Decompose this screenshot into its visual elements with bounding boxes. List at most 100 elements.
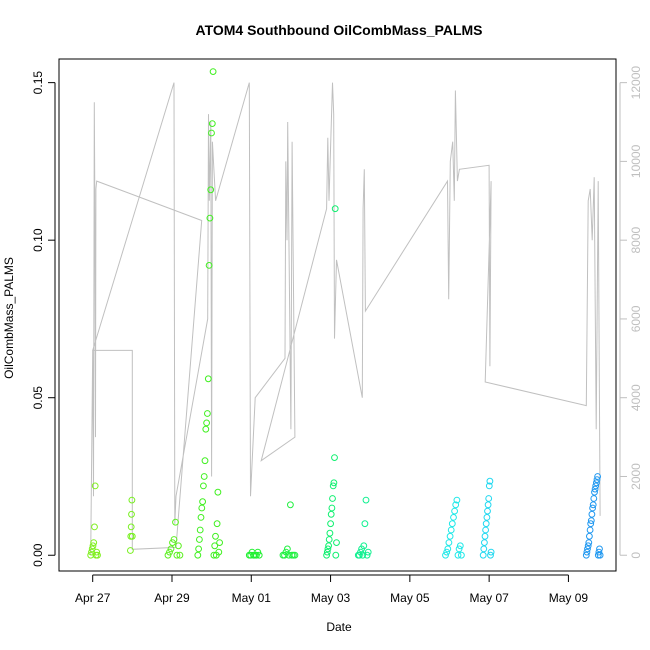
data-point (587, 517, 595, 524)
data-point (255, 551, 263, 559)
secondary-y-axis: 0 2000 4000 6000 8000 10000 12000 (619, 66, 643, 559)
data-point (169, 539, 176, 546)
data-point (331, 205, 339, 213)
y2-tick-label: 8000 (629, 226, 643, 253)
y2-tick-label: 12000 (629, 66, 643, 100)
y2-tick-label: 10000 (629, 144, 643, 178)
data-point (172, 518, 179, 526)
data-point (324, 545, 332, 553)
x-axis-label: Date (326, 620, 352, 634)
data-point (202, 425, 210, 433)
chart-title: ATOM4 Southbound OilCombMass_PALMS (196, 22, 483, 38)
data-point (480, 545, 488, 553)
data-point (329, 482, 337, 490)
data-point (325, 542, 333, 550)
data-point (458, 551, 465, 559)
altitude-line-layer (90, 82, 601, 556)
data-point (201, 457, 209, 465)
data-point (445, 539, 453, 546)
data-point (91, 482, 99, 490)
data-point (204, 375, 212, 383)
data-point (482, 526, 490, 534)
data-point (587, 520, 595, 528)
data-point (485, 482, 493, 490)
data-point (175, 542, 182, 550)
data-point (330, 479, 338, 487)
data-point (596, 545, 603, 553)
data-point (254, 548, 262, 556)
data-point (323, 551, 331, 559)
data-point (450, 514, 457, 521)
data-point (363, 551, 371, 559)
data-point (586, 526, 594, 534)
data-point (456, 542, 464, 550)
x-tick-label: May 05 (390, 591, 430, 605)
data-point (209, 68, 217, 75)
data-point (197, 514, 205, 521)
data-point (361, 520, 369, 528)
data-point (204, 410, 211, 417)
data-point (208, 120, 216, 127)
data-point (211, 542, 219, 550)
data-point (447, 526, 455, 534)
data-point (583, 548, 591, 556)
data-point (200, 473, 208, 480)
y2-tick-label: 2000 (629, 463, 643, 490)
data-point (592, 482, 600, 490)
y2-tick-label: 6000 (629, 305, 643, 332)
data-point (584, 545, 591, 553)
data-point (89, 542, 97, 550)
data-point (128, 496, 136, 504)
data-point (451, 507, 459, 515)
data-point (443, 548, 451, 556)
data-point (591, 488, 598, 496)
data-point (485, 495, 493, 502)
data-point (166, 548, 173, 556)
data-point (126, 547, 134, 554)
data-point (90, 539, 98, 546)
data-point (487, 548, 495, 556)
data-point (593, 476, 601, 484)
data-point (362, 496, 370, 504)
data-point (325, 536, 333, 543)
y2-tick-label: 0 (629, 552, 643, 559)
data-point (203, 419, 211, 427)
data-point (481, 539, 488, 546)
x-tick-label: Apr 27 (75, 591, 111, 605)
data-point (91, 523, 98, 531)
data-point (281, 551, 288, 559)
data-point (483, 514, 491, 521)
data-point (590, 495, 598, 502)
data-point (444, 545, 452, 553)
data-point (591, 485, 599, 493)
data-point (206, 214, 214, 222)
data-point (364, 548, 372, 556)
data-point (291, 551, 299, 559)
data-point (195, 545, 203, 553)
data-point (326, 529, 334, 537)
y2-tick-label: 4000 (629, 384, 643, 411)
data-point (167, 545, 175, 553)
data-point (327, 520, 335, 528)
plot-frame (58, 58, 617, 572)
data-point (594, 473, 601, 480)
data-point (128, 510, 135, 518)
y-tick-label: 0.10 (31, 228, 45, 252)
y-axis-label: OilCombMass_PALMS (2, 257, 16, 379)
data-point (212, 532, 219, 540)
data-point (214, 488, 222, 496)
data-point (88, 548, 95, 556)
data-point (333, 539, 340, 546)
data-point (484, 501, 492, 509)
data-point (216, 539, 224, 546)
data-point (176, 551, 184, 559)
data-point (327, 510, 335, 518)
data-point (196, 536, 203, 543)
data-point (284, 545, 291, 553)
data-point (593, 479, 600, 487)
data-point (205, 262, 213, 269)
data-point (323, 548, 331, 556)
data-point (88, 545, 96, 553)
data-point (287, 501, 294, 509)
